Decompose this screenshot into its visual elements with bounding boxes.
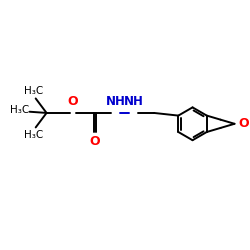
Text: NH: NH <box>124 95 143 108</box>
Text: O: O <box>238 117 249 130</box>
Text: O: O <box>68 94 78 108</box>
Text: NH: NH <box>106 95 125 108</box>
Text: O: O <box>90 135 100 148</box>
Text: H₃C: H₃C <box>24 130 44 140</box>
Text: H₃C: H₃C <box>10 105 29 115</box>
Text: H₃C: H₃C <box>24 86 44 96</box>
